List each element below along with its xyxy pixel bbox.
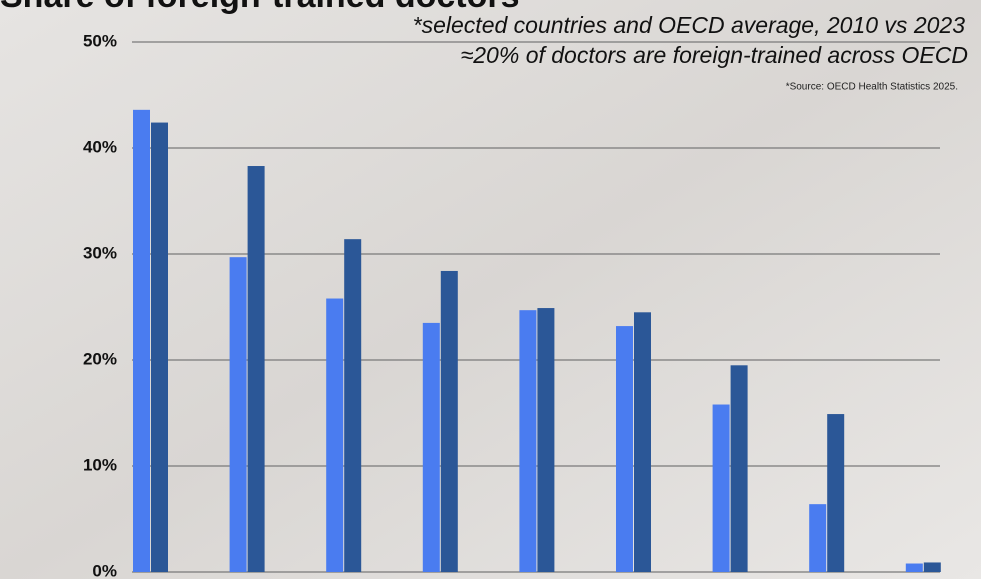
bar <box>229 257 247 572</box>
source-note: *Source: OECD Health Statistics 2025. <box>786 82 958 93</box>
y-tick-label: 10% <box>83 455 117 474</box>
y-tick-label: 0% <box>92 561 117 579</box>
y-tick-label: 50% <box>83 31 117 50</box>
bar <box>440 270 458 572</box>
bar <box>151 122 168 572</box>
subtitle: *selected countries and OECD average, 20… <box>413 12 966 38</box>
bar <box>247 166 265 572</box>
bar <box>827 414 845 572</box>
bar <box>905 563 923 572</box>
bar <box>519 310 537 572</box>
bar <box>730 365 748 572</box>
bar <box>326 298 344 572</box>
bar <box>616 326 633 572</box>
y-tick-label: 40% <box>83 137 117 156</box>
bar <box>344 239 362 572</box>
chart-title: Share of foreign-trained doctors <box>0 0 520 15</box>
y-tick-label: 20% <box>83 349 117 368</box>
bar <box>712 404 730 572</box>
bar <box>133 109 150 572</box>
bar <box>923 562 941 572</box>
bar <box>634 312 651 572</box>
subtitle: ≈20% of doctors are foreign-trained acro… <box>461 42 968 68</box>
bar <box>809 504 827 572</box>
bar <box>537 308 555 572</box>
y-tick-label: 30% <box>83 243 117 262</box>
bar <box>422 322 440 572</box>
